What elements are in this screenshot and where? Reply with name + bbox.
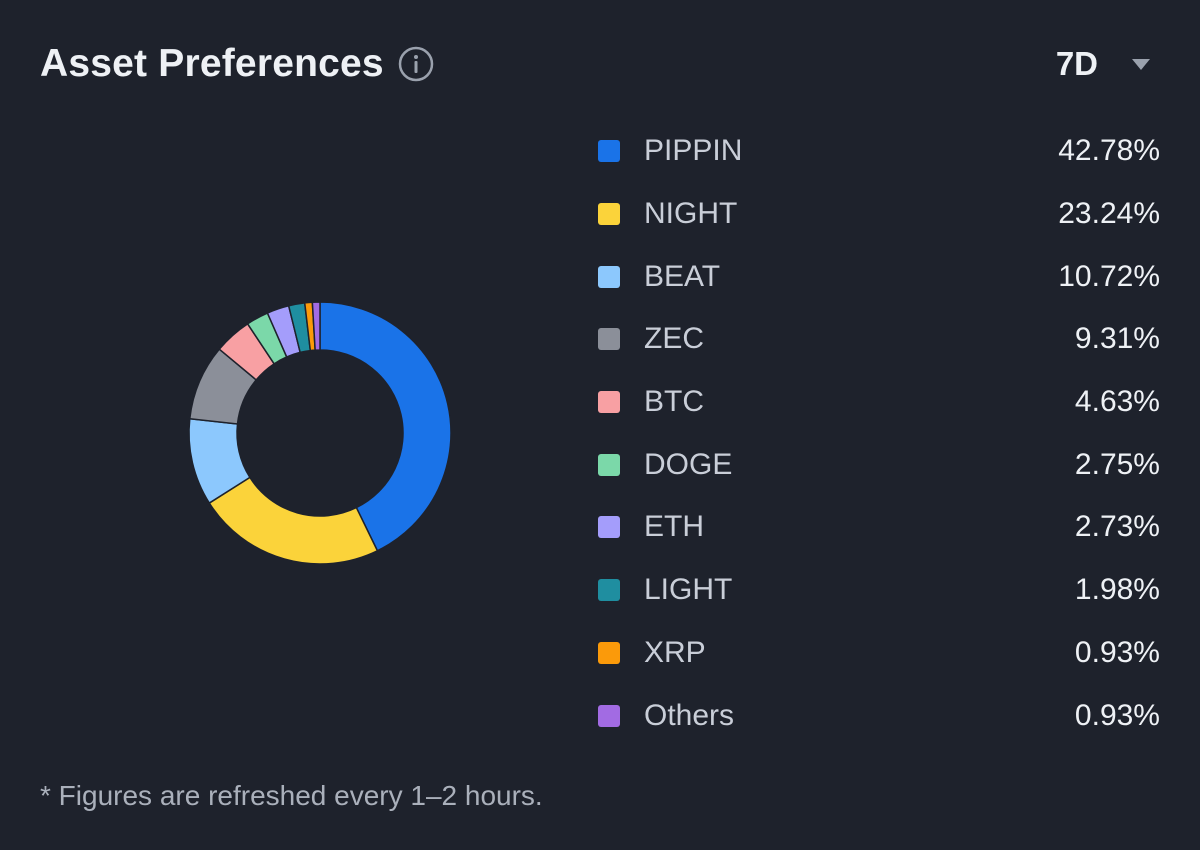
panel-title: Asset Preferences xyxy=(40,42,384,85)
legend-swatch xyxy=(598,140,620,163)
legend-label: NIGHT xyxy=(644,197,738,231)
legend-item[interactable]: LIGHT 1.98% xyxy=(598,559,1160,622)
legend-item[interactable]: XRP 0.93% xyxy=(598,622,1160,685)
legend-value: 2.73% xyxy=(1074,510,1160,544)
legend-swatch xyxy=(598,203,620,226)
legend-label: ZEC xyxy=(644,322,704,356)
legend-value: 0.93% xyxy=(1074,698,1160,732)
caret-down-icon xyxy=(1132,58,1150,70)
donut-slice-night[interactable] xyxy=(208,476,379,565)
period-label: 7D xyxy=(1055,45,1098,82)
legend-value: 10.72% xyxy=(1058,259,1160,293)
legend-swatch xyxy=(598,453,620,476)
donut-chart xyxy=(170,280,470,586)
legend-swatch xyxy=(598,265,620,288)
legend-item[interactable]: DOGE 2.75% xyxy=(598,433,1160,496)
legend-item[interactable]: ETH 2.73% xyxy=(598,496,1160,559)
period-dropdown[interactable]: 7D xyxy=(1056,45,1150,83)
chart-legend: PIPPIN 42.78% NIGHT 23.24% BEAT 10.72% ZEC 9.31… xyxy=(598,120,1160,747)
legend-value: 1.98% xyxy=(1074,573,1160,607)
legend-value: 42.78% xyxy=(1058,134,1160,168)
title-group: Asset Preferences xyxy=(40,42,434,86)
legend-item[interactable]: NIGHT 23.24% xyxy=(598,183,1160,246)
legend-swatch xyxy=(598,579,620,602)
legend-label: Others xyxy=(644,698,735,732)
legend-item[interactable]: ZEC 9.31% xyxy=(598,308,1160,371)
legend-label: DOGE xyxy=(644,447,733,481)
legend-item[interactable]: PIPPIN 42.78% xyxy=(598,120,1160,183)
donut-slice-pippin[interactable] xyxy=(319,301,452,552)
legend-label: PIPPIN xyxy=(644,134,743,168)
donut-slice-others[interactable] xyxy=(311,301,321,351)
legend-label: LIGHT xyxy=(644,573,733,607)
legend-item[interactable]: BEAT 10.72% xyxy=(598,245,1160,308)
legend-value: 23.24% xyxy=(1058,197,1160,231)
legend-value: 2.75% xyxy=(1074,447,1160,481)
legend-label: BTC xyxy=(644,385,704,419)
info-icon[interactable] xyxy=(398,46,434,82)
legend-item[interactable]: BTC 4.63% xyxy=(598,371,1160,434)
legend-swatch xyxy=(598,391,620,414)
legend-value: 0.93% xyxy=(1074,635,1160,669)
legend-label: XRP xyxy=(644,635,706,669)
legend-swatch xyxy=(598,704,620,727)
legend-value: 9.31% xyxy=(1074,322,1160,356)
legend-swatch xyxy=(598,516,620,539)
refresh-footnote: * Figures are refreshed every 1–2 hours. xyxy=(40,780,543,811)
legend-swatch xyxy=(598,641,620,664)
legend-label: BEAT xyxy=(644,259,721,293)
legend-item[interactable]: Others 0.93% xyxy=(598,684,1160,747)
legend-swatch xyxy=(598,328,620,351)
panel-header: Asset Preferences 7D xyxy=(40,36,1150,92)
legend-label: ETH xyxy=(644,510,704,544)
legend-value: 4.63% xyxy=(1074,385,1160,419)
